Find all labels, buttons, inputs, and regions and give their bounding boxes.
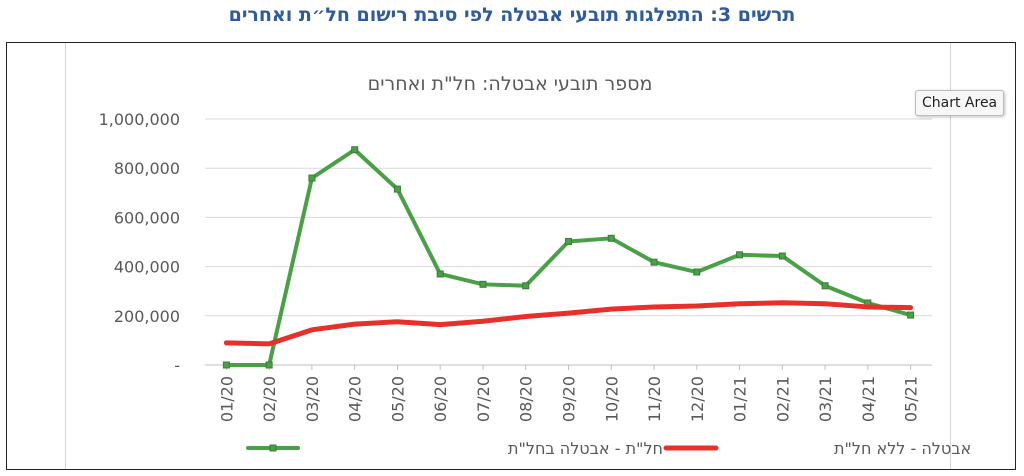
data-point-marker[interactable] [393,185,401,193]
y-tick-label: 800,000 [114,159,180,178]
data-point-marker[interactable] [222,361,230,369]
x-tick-label: 10/20 [602,376,621,422]
y-tick-label: 200,000 [114,307,180,326]
x-tick-label: 06/20 [431,376,450,422]
chart-area-tooltip: Chart Area [915,90,1005,116]
data-point-marker[interactable] [821,282,829,290]
legend-marker [269,444,277,452]
x-tick-label: 04/20 [346,376,365,422]
x-tick-label: 08/20 [517,376,536,422]
data-point-marker[interactable] [522,282,530,290]
figure-caption: תרשים 3: התפלגות תובעי אבטלה לפי סיבת רי… [228,4,796,26]
x-tick-label: 07/20 [474,376,493,422]
x-tick-label: 09/20 [560,376,579,422]
data-point-marker[interactable] [565,238,572,246]
data-point-marker[interactable] [693,268,701,276]
data-point-marker[interactable] [607,234,615,242]
page-guide-line-right [950,43,951,469]
y-tick-label: 1,000,000 [99,110,180,129]
legend: חל"ת - אבטלה בחל"ת אבטלה - ללא חל"ת [246,439,971,458]
x-tick-label: 03/20 [303,376,322,422]
data-point-marker[interactable] [436,270,444,278]
data-point-marker[interactable] [778,252,786,260]
y-tick-label: 600,000 [114,208,180,227]
series-line-2[interactable] [223,300,914,347]
y-tick-label: 400,000 [114,258,180,277]
chart-title: מספר תובעי אבטלה: חל"ת ואחרים [368,73,653,95]
data-point-marker[interactable] [479,280,487,288]
x-tick-label: 05/20 [388,376,407,422]
y-axis-tick-labels: - 200,000 400,000 600,000 800,000 1,000,000 [99,110,180,375]
chart-frame[interactable] [6,42,1016,470]
x-axis-tick-labels: 01/20 02/20 03/20 04/20 05/20 06/20 07/20 08/20… [217,365,921,422]
data-point-marker[interactable] [351,146,359,154]
data-point-marker[interactable] [650,258,658,266]
x-tick-label: 05/21 [902,376,921,422]
x-tick-label: 12/20 [688,376,707,422]
x-tick-label: 01/20 [217,376,236,422]
series-line-1[interactable] [224,147,913,367]
x-tick-label: 01/21 [731,376,750,422]
data-point-marker[interactable] [265,361,273,369]
x-tick-label: 11/20 [645,376,664,422]
legend-label-2[interactable]: אבטלה - ללא חל"ת [834,439,971,458]
y-tick-label: - [174,356,180,375]
legend-label-1[interactable]: חל"ת - אבטלה בחל"ת [508,439,663,458]
data-point-marker[interactable] [308,174,316,182]
series-lines [222,146,915,369]
x-tick-label: 03/21 [816,376,835,422]
data-point-marker[interactable] [736,251,744,259]
x-tick-label: 02/21 [773,376,792,422]
x-tick-label: 04/21 [859,376,878,422]
page-guide-line-left [65,43,66,469]
data-point-marker[interactable] [907,311,915,319]
x-tick-label: 02/20 [260,376,279,422]
